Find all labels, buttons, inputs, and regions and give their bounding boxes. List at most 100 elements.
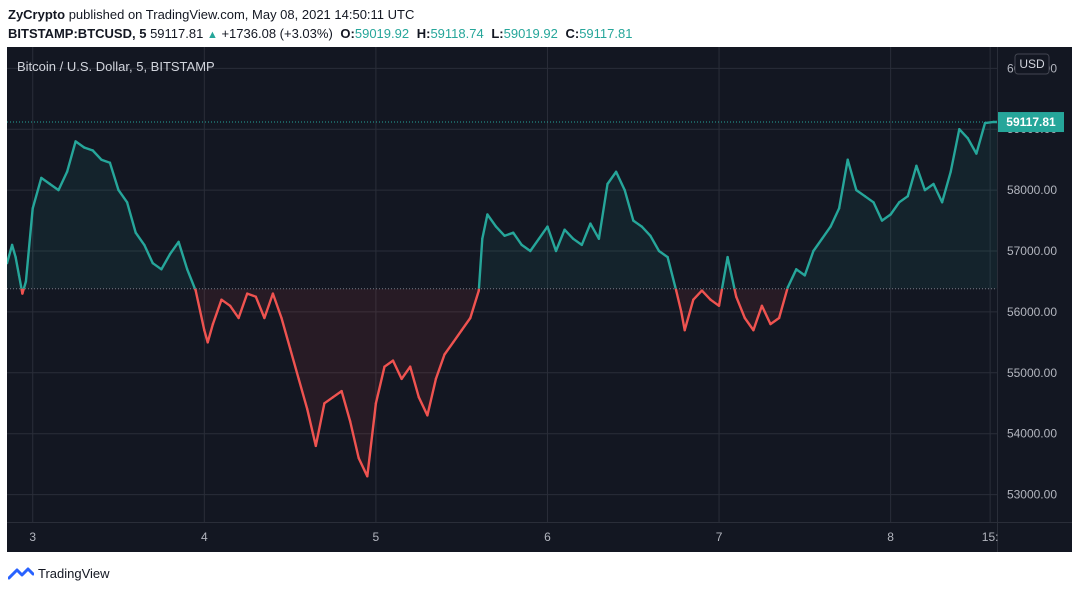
data-point — [537, 237, 541, 240]
data-point — [614, 170, 618, 173]
data-point — [7, 262, 9, 265]
data-point — [872, 201, 875, 204]
data-point — [211, 322, 215, 326]
data-point — [606, 182, 609, 186]
chart-frame[interactable]: 53000.00 54000.00 55000.00 56000.00 57000.00… — [7, 47, 1072, 552]
tradingview-logo-icon[interactable] — [8, 566, 34, 580]
data-point — [546, 225, 549, 228]
price-series — [7, 120, 999, 478]
data-point — [829, 225, 832, 228]
data-point — [769, 322, 772, 326]
y-tick-label: 58000.00 — [1007, 183, 1057, 197]
data-point — [512, 231, 515, 234]
data-point — [246, 292, 249, 295]
data-point — [717, 304, 721, 307]
data-point — [17, 274, 21, 277]
data-point — [143, 243, 146, 247]
x-tick-label: 3 — [29, 530, 36, 544]
tradingview-brand[interactable]: TradingView — [38, 565, 110, 581]
data-point — [932, 182, 935, 186]
data-point — [306, 408, 309, 411]
data-point — [966, 137, 969, 140]
data-point — [726, 255, 729, 259]
data-point — [83, 146, 86, 149]
data-point — [572, 237, 575, 240]
data-point — [349, 420, 352, 423]
data-point — [940, 201, 944, 204]
data-point — [280, 316, 283, 320]
data-point — [48, 182, 52, 186]
footer: TradingView — [8, 563, 110, 583]
data-point — [14, 255, 17, 259]
data-point — [469, 316, 472, 320]
data-point — [683, 329, 686, 332]
data-point — [74, 140, 77, 143]
data-point — [958, 128, 961, 131]
data-point — [760, 304, 764, 307]
currency-badge[interactable]: USD — [1014, 53, 1050, 75]
data-point — [640, 225, 643, 228]
data-point — [983, 121, 987, 125]
data-point — [889, 213, 892, 216]
data-point — [100, 158, 103, 161]
price-chart[interactable]: 53000.00 54000.00 55000.00 56000.00 57000.00… — [7, 47, 1072, 552]
data-point — [254, 295, 257, 298]
open-label: O: — [340, 26, 355, 41]
data-point — [520, 243, 523, 247]
data-point — [855, 188, 858, 192]
grid-lines — [7, 47, 997, 522]
data-point — [477, 289, 480, 292]
data-point — [649, 234, 652, 237]
up-triangle-icon: ▲ — [206, 29, 218, 41]
data-point — [709, 298, 712, 301]
data-point — [366, 475, 369, 478]
data-point — [426, 414, 429, 417]
close-label: C: — [565, 26, 580, 41]
data-point — [374, 402, 378, 405]
last-price: 59117.81 — [150, 26, 204, 41]
data-point — [10, 243, 14, 247]
data-point — [692, 298, 695, 301]
low-label: L: — [491, 26, 504, 41]
data-point — [168, 252, 172, 256]
open-value: 59019.92 — [354, 26, 410, 41]
data-point — [803, 274, 806, 277]
data-point — [837, 207, 841, 210]
publication-line: ZyCrypto published on TradingView.com, M… — [8, 6, 1072, 23]
data-point — [323, 402, 326, 405]
data-point — [108, 161, 112, 164]
data-point — [486, 213, 489, 216]
data-point — [443, 353, 446, 356]
data-point — [400, 377, 403, 381]
data-point — [820, 237, 824, 240]
data-point — [177, 240, 180, 244]
data-point — [975, 152, 978, 155]
data-point — [675, 289, 678, 292]
data-point — [460, 329, 463, 332]
time-axis[interactable]: 3 4 5 6 7 8 15: — [29, 530, 998, 544]
data-point — [151, 262, 154, 265]
data-point — [795, 268, 798, 271]
data-point — [580, 243, 583, 247]
data-point — [494, 225, 498, 228]
data-point — [206, 341, 209, 344]
data-point — [314, 444, 317, 448]
data-point — [777, 316, 781, 320]
baseline-areas — [7, 121, 997, 477]
y-tick-label: 55000.00 — [1007, 366, 1057, 380]
data-point — [503, 234, 506, 237]
data-point — [40, 176, 43, 180]
high-label: H: — [416, 26, 431, 41]
data-point — [357, 456, 360, 460]
data-point — [91, 149, 95, 152]
data-point — [263, 316, 266, 320]
low-value: 59019.92 — [503, 26, 558, 41]
data-point — [391, 359, 395, 362]
x-tick-label: 6 — [544, 530, 551, 544]
data-point — [880, 219, 884, 222]
x-tick-label: 5 — [373, 530, 380, 544]
area-above-baseline — [7, 121, 997, 289]
data-point — [288, 347, 292, 350]
author-name[interactable]: ZyCrypto — [8, 7, 66, 22]
data-point — [117, 188, 120, 192]
